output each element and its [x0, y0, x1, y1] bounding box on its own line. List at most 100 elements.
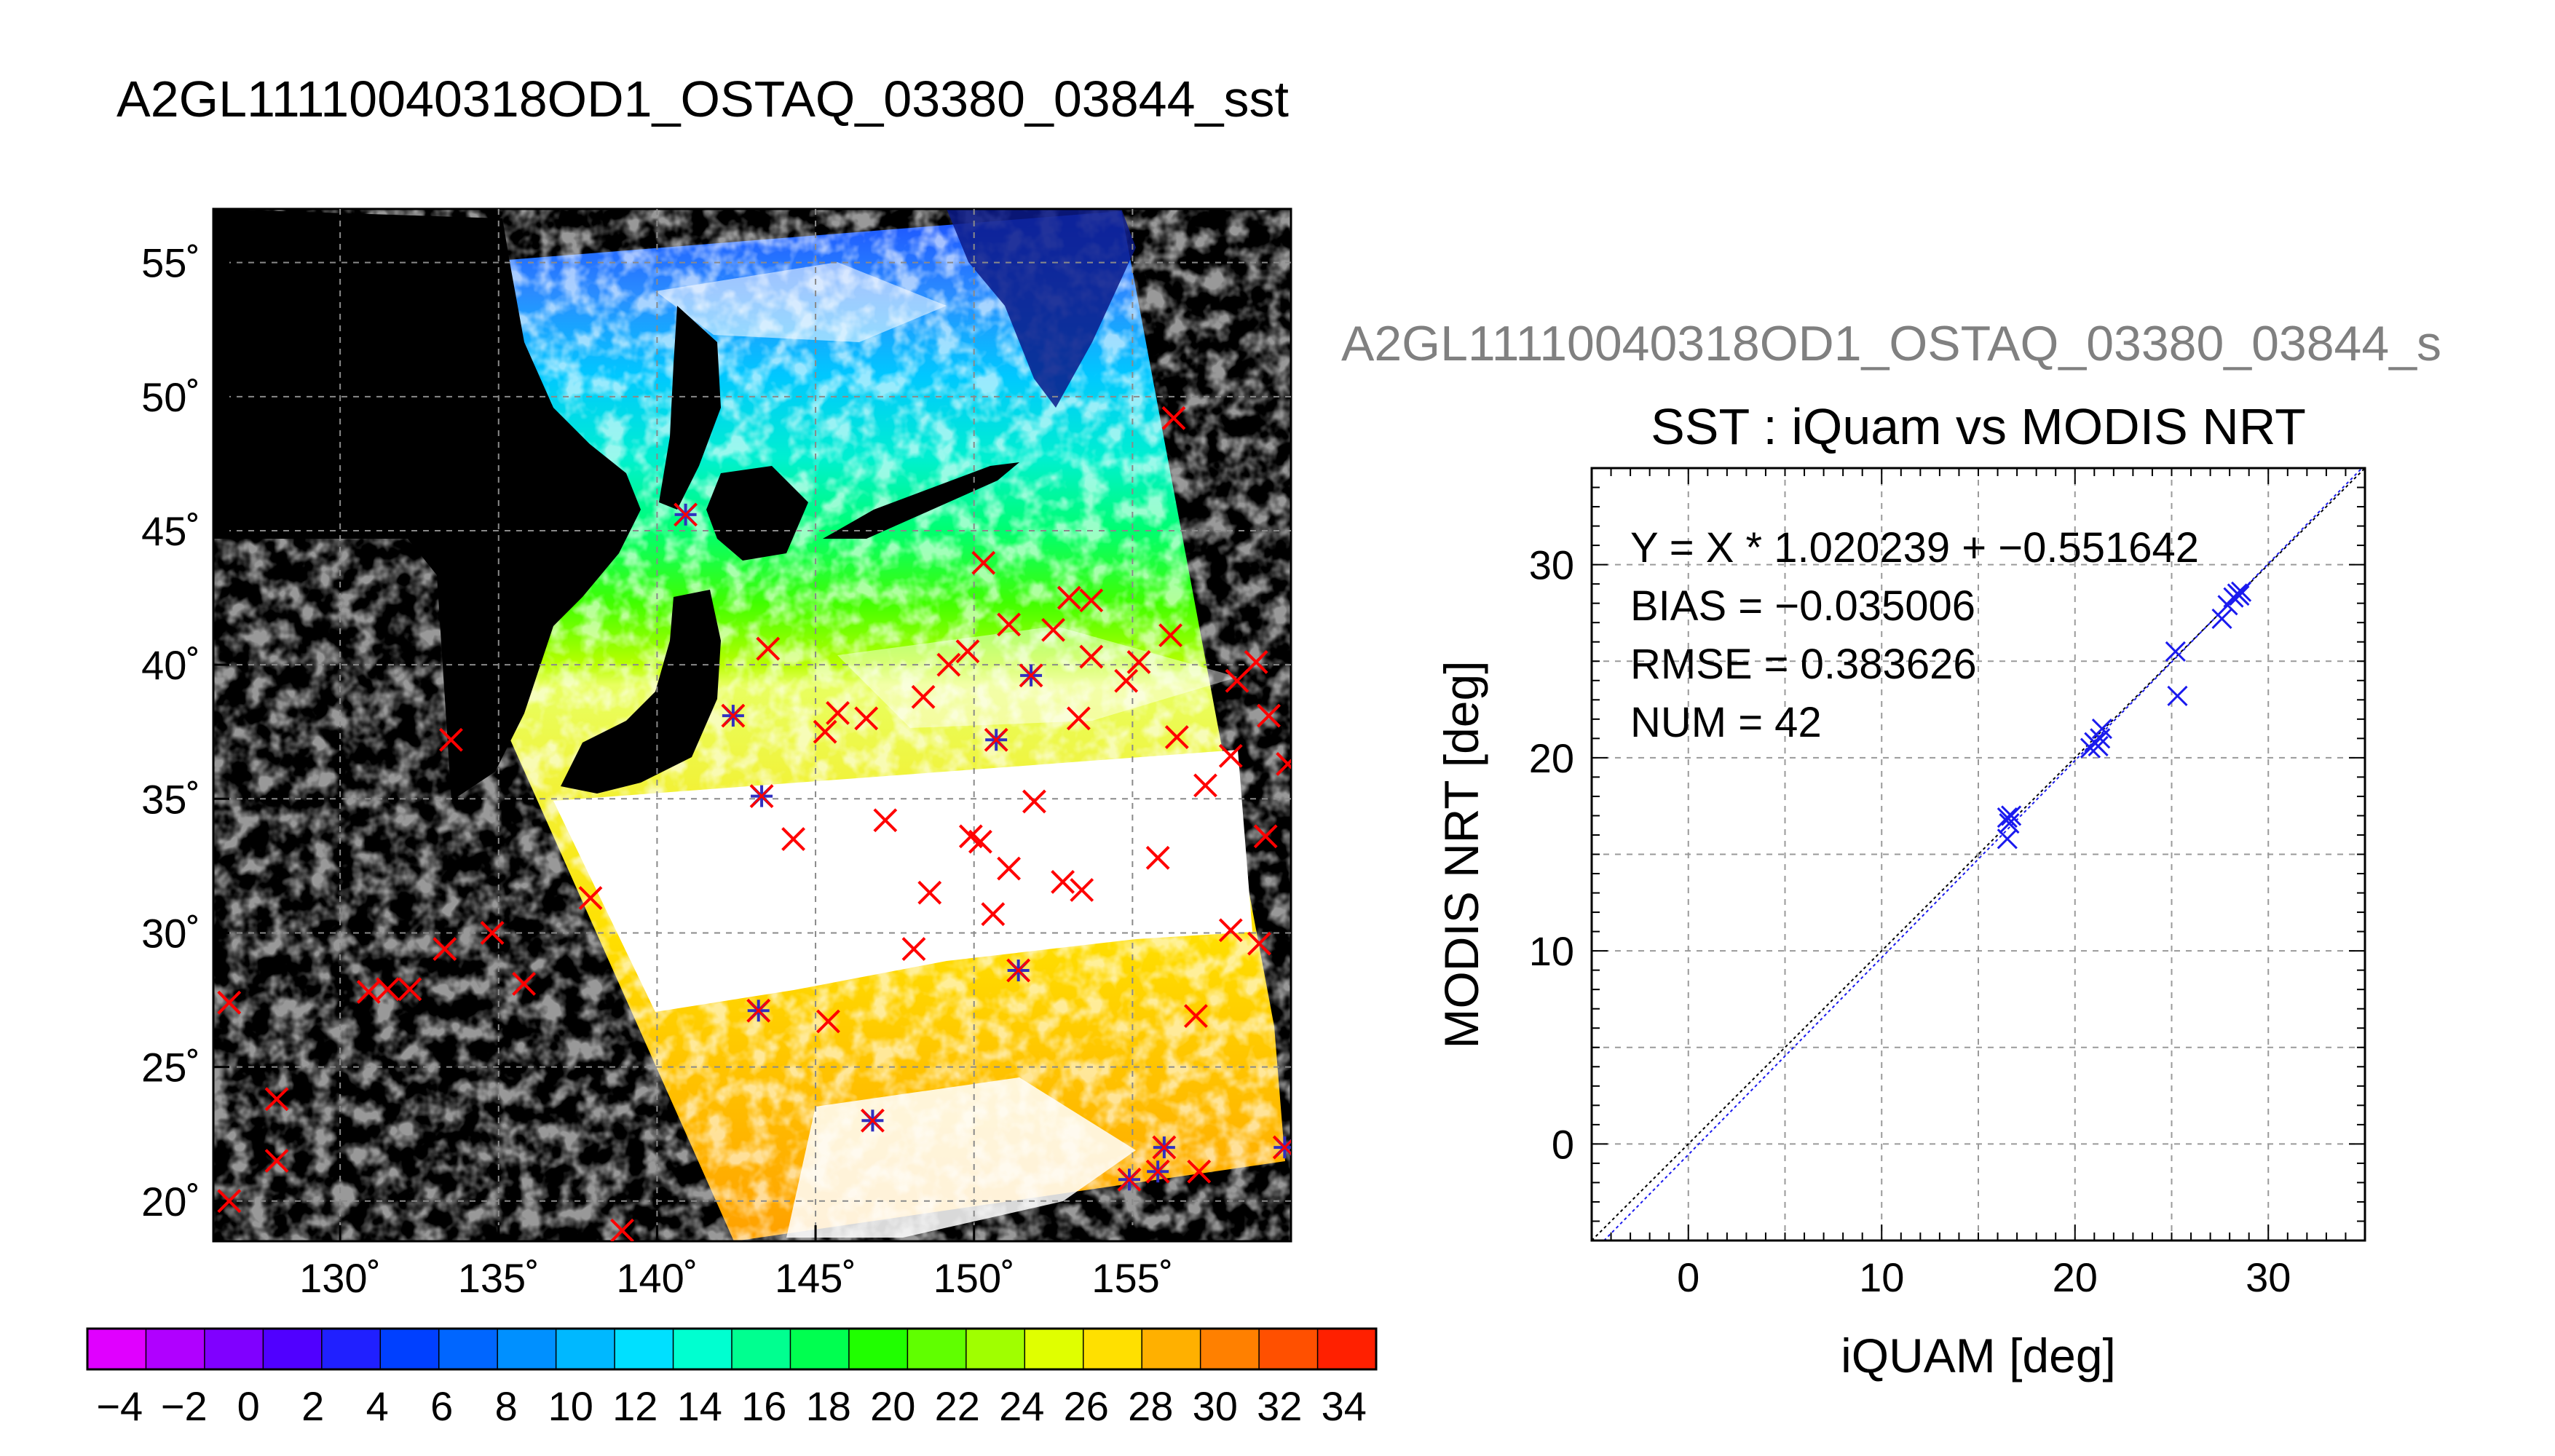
- scatter-y-tick-label: 20: [1529, 735, 1574, 781]
- colorbar-frame: [86, 1327, 1378, 1371]
- in-situ-marker: [1057, 585, 1081, 610]
- scatter-points: [1997, 581, 2252, 850]
- scatter-ticks: 0 10 20 30 0 10 20 30: [1529, 467, 2366, 1300]
- scatter-point: [2231, 581, 2252, 602]
- colorbar-cell: [87, 1329, 146, 1369]
- colorbar-cell: [556, 1329, 615, 1369]
- colorbar-label: 22: [935, 1383, 980, 1429]
- scatter-y-tick-label: 30: [1529, 542, 1574, 588]
- land-hokkaido: [706, 466, 808, 561]
- colorbar-label: 24: [999, 1383, 1044, 1429]
- colorbar-label: 10: [548, 1383, 593, 1429]
- in-situ-marker: [854, 706, 879, 731]
- colorbar-label: 4: [366, 1383, 389, 1429]
- in-situ-marker: [1164, 725, 1189, 749]
- in-situ-marker: [901, 937, 926, 961]
- in-situ-marker: [917, 880, 942, 905]
- scatter-point: [2229, 585, 2250, 606]
- scatter-point: [2167, 685, 2188, 707]
- map-lat-label: 50˚: [141, 374, 200, 420]
- map-lon-label: 130˚: [299, 1255, 381, 1301]
- in-situ-marker: [439, 727, 463, 752]
- in-situ-markers: [217, 405, 1291, 1241]
- map-lat-label: 45˚: [141, 508, 200, 554]
- in-situ-marker: [873, 808, 898, 833]
- in-situ-marker: [816, 1009, 840, 1034]
- in-situ-marker: [1079, 588, 1104, 613]
- colorbar-cell: [1317, 1329, 1377, 1369]
- in-situ-marker: [1158, 623, 1183, 648]
- scatter-x-tick-label: 20: [2053, 1254, 2098, 1300]
- in-situ-marker: [955, 639, 980, 664]
- in-situ-marker: [1244, 650, 1268, 674]
- in-situ-marker: [997, 856, 1022, 881]
- in-situ-marker: [1051, 870, 1075, 894]
- colorbar-label: 32: [1257, 1383, 1302, 1429]
- matched-marker: [746, 999, 770, 1023]
- matched-marker: [1117, 1168, 1142, 1192]
- colorbar-label: 28: [1128, 1383, 1173, 1429]
- x-axis-label: iQUAM [deg]: [1841, 1329, 2116, 1382]
- stats-fit: Y = X * 1.020239 + −0.551642: [1630, 524, 2199, 571]
- colorbar-cell: [497, 1329, 557, 1369]
- y-axis-label: MODIS NRT [deg]: [1434, 660, 1488, 1048]
- map-lat-label: 40˚: [141, 642, 200, 688]
- colorbar-cell: [380, 1329, 440, 1369]
- colorbar-cell: [848, 1329, 908, 1369]
- matched-marker: [1273, 1136, 1291, 1160]
- matched-marker: [1006, 958, 1030, 983]
- colorbar-label: 12: [612, 1383, 657, 1429]
- colorbar-label: 2: [301, 1383, 324, 1429]
- colorbar-cell: [321, 1329, 381, 1369]
- stats-bias: BIAS = −0.035006: [1630, 582, 1975, 630]
- map-lon-label: 155˚: [1091, 1255, 1173, 1301]
- colorbar-cell: [615, 1329, 674, 1369]
- colorbar-label: 30: [1193, 1383, 1238, 1429]
- scatter-overhead-title: A2GL11110040318OD1_OSTAQ_03380_03844_s: [1341, 316, 2441, 371]
- in-situ-marker: [480, 921, 505, 945]
- colorbar-label: 34: [1322, 1383, 1367, 1429]
- map-lon-label: 150˚: [933, 1255, 1015, 1301]
- in-situ-marker: [1193, 773, 1217, 798]
- in-situ-marker: [356, 980, 381, 1004]
- scatter-point: [2165, 641, 2186, 662]
- in-situ-marker: [997, 612, 1022, 637]
- in-situ-marker: [264, 1087, 289, 1112]
- in-situ-marker: [578, 886, 603, 910]
- colorbar-label: 0: [237, 1383, 260, 1429]
- in-situ-marker: [512, 972, 537, 996]
- colorbar-label: −4: [96, 1383, 143, 1429]
- in-situ-marker: [264, 1149, 289, 1173]
- map-lat-label: 35˚: [141, 776, 200, 822]
- scatter-point: [1997, 807, 2018, 828]
- in-situ-marker: [398, 977, 422, 1002]
- colorbar-labels: −4 −2 0 2 4 6 8 10 12 14 16 18 20 22 24 26 28 30 32 34: [96, 1383, 1367, 1429]
- colorbar-cell: [1024, 1329, 1084, 1369]
- matched-marker: [1146, 1160, 1170, 1184]
- in-situ-marker: [1253, 824, 1278, 849]
- in-situ-marker: [826, 701, 850, 725]
- in-situ-marker: [1079, 644, 1104, 669]
- stats-rmse: RMSE = 0.383626: [1630, 641, 1977, 688]
- in-situ-marker: [813, 719, 837, 744]
- scatter-grid: [1592, 468, 2365, 1241]
- scatter-point: [2211, 608, 2232, 629]
- figure-title: A2GL11110040318OD1_OSTAQ_03380_03844_sst: [117, 71, 1289, 127]
- in-situ-marker: [1247, 931, 1271, 956]
- stats-box: Y = X * 1.020239 + −0.551642 BIAS = −0.0…: [1630, 524, 2199, 746]
- matched-marker: [749, 784, 774, 808]
- colorbar-label: 16: [741, 1383, 786, 1429]
- in-situ-marker: [1041, 617, 1065, 642]
- scatter-x-tick-label: 30: [2246, 1254, 2291, 1300]
- in-situ-marker: [1276, 751, 1291, 776]
- matched-marker: [1152, 1136, 1176, 1160]
- matched-marker: [861, 1109, 885, 1133]
- in-situ-marker: [971, 550, 996, 575]
- colorbar-label: 8: [495, 1383, 518, 1429]
- colorbar-cell: [732, 1329, 791, 1369]
- in-situ-marker: [1126, 650, 1151, 674]
- scatter-x-tick-label: 10: [1859, 1254, 1904, 1300]
- colorbar-label: 14: [677, 1383, 722, 1429]
- in-situ-marker: [1257, 703, 1281, 728]
- map-lat-label: 25˚: [141, 1045, 200, 1091]
